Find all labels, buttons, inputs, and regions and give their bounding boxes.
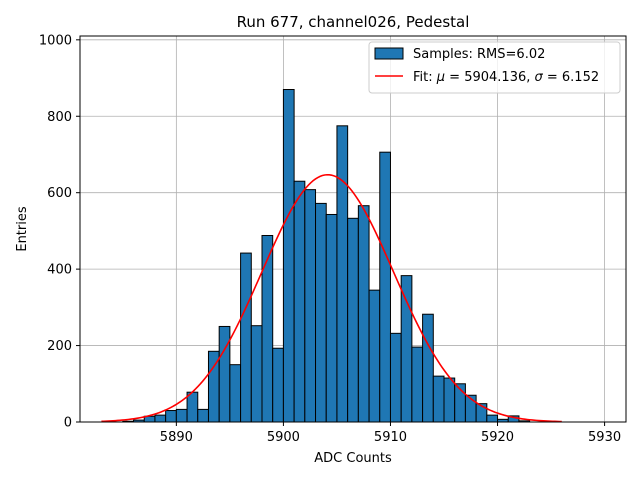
histogram-bar [240,252,252,423]
fit-curve [101,173,562,423]
legend-histogram-swatch [374,47,404,60]
x-tick-label: 5900 [267,430,300,445]
histogram-bar [347,217,359,423]
legend-fit-sigma-symbol: σ [535,70,544,85]
legend-box [368,41,621,94]
histogram-bar [175,408,188,423]
x-tick-label: 5920 [481,430,514,445]
histogram-bar [282,89,295,423]
y-axis-title: Entries [15,206,30,252]
histogram-bar [250,325,263,423]
histogram-bar [325,213,338,423]
histogram-bar [379,151,391,423]
x-tick-label: 5930 [588,430,621,445]
y-tick-label: 0 [64,416,72,431]
x-tick-label: 5890 [160,430,193,445]
histogram-bar [411,346,424,423]
histogram-bar [486,414,499,423]
histogram-bar [304,189,317,423]
histogram-bar [315,202,327,423]
histogram-bar [293,180,306,423]
histogram-bar [186,391,199,423]
histogram-bar [368,289,381,423]
legend-fit-sigma-value: = 6.152 [543,70,599,85]
histogram-bar [261,234,274,423]
histogram-bar [218,325,231,423]
histogram-bar [229,364,242,423]
y-tick-label: 600 [47,186,72,201]
histogram-bar [422,313,434,423]
x-tick-label: 5910 [374,430,407,445]
histogram-bar [389,332,402,423]
legend-histogram-label: Samples: RMS=6.02 [413,47,545,62]
histogram-bar [154,414,167,423]
y-tick-label: 800 [47,110,72,125]
histogram-bar [272,347,284,423]
y-tick-label: 200 [47,339,72,354]
histogram-bar [443,377,456,423]
histogram-bar [357,205,370,423]
histogram-bar [400,275,413,423]
y-tick-label: 400 [47,263,72,278]
histogram-bar [165,410,177,423]
legend-fit-prefix: Fit: [413,70,437,85]
legend-fit-mu-symbol: μ [436,70,445,85]
histogram-bar [336,125,349,423]
fit-curve-group [101,173,562,423]
chart-title: Run 677, channel026, Pedestal [237,13,470,31]
legend-fit-mu-value: = 5904.136, [445,70,534,85]
histogram-bar [432,375,445,423]
x-axis-title: ADC Counts [314,451,392,466]
legend-fit-label: Fit: μ = 5904.136, σ = 6.152 [413,70,599,85]
axis-ticks: 5890 5900 5910 5920 5930 0 200 400 600 800 1000 [39,33,621,445]
plot-frame [79,35,627,423]
histogram-bars [122,89,531,423]
y-tick-label: 1000 [39,33,72,48]
legend: Samples: RMS=6.02 Fit: μ = 5904.136, σ =… [368,41,621,94]
histogram-bar [197,408,209,423]
